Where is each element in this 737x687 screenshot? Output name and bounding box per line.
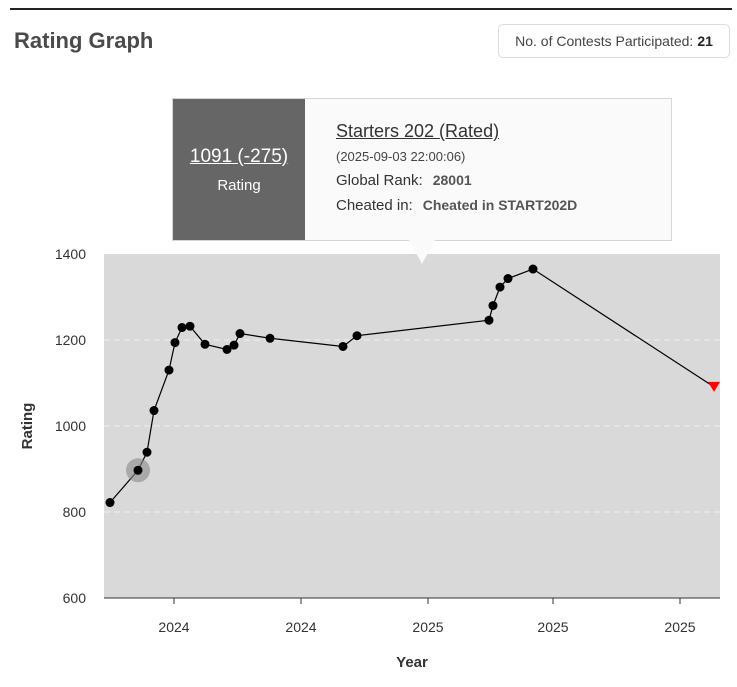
y-tick-label: 1200 [55, 332, 86, 348]
data-point [105, 498, 115, 508]
global-rank-label: Global Rank: [336, 172, 423, 189]
data-point [170, 338, 180, 348]
y-axis: 600 800 1000 1200 1400 [55, 246, 86, 606]
y-tick-label: 1400 [55, 246, 86, 262]
contests-count-badge: No. of Contests Participated: 21 [498, 24, 730, 58]
x-tick-label: 2024 [285, 619, 316, 635]
data-point [235, 329, 245, 339]
x-tick-label: 2024 [158, 619, 189, 635]
y-axis-label: Rating [19, 403, 36, 450]
tooltip-pointer [409, 240, 435, 264]
data-point [265, 333, 275, 343]
x-tick-label: 2025 [537, 619, 568, 635]
global-rank-value: 28001 [432, 172, 472, 188]
x-axis: 2024 2024 2025 2025 2025 [158, 598, 696, 635]
x-axis-label: Year [396, 654, 428, 671]
data-point [488, 301, 498, 311]
tooltip-cheated-row: Cheated in: Cheated in START202D [336, 197, 577, 214]
x-tick-label: 2025 [664, 619, 695, 635]
contests-label: No. of Contests Participated: [515, 33, 694, 49]
data-point [133, 465, 143, 475]
page-title: Rating Graph [14, 28, 154, 53]
cheated-value: Cheated in START202D [422, 197, 578, 213]
tooltip-rating-link[interactable]: 1091 (-275) [189, 145, 289, 167]
data-point [142, 447, 152, 457]
data-point [164, 365, 174, 375]
data-point [352, 331, 362, 341]
y-tick-label: 1000 [55, 418, 86, 434]
data-point [484, 315, 494, 325]
tooltip-contest-date: (2025-09-03 22:00:06) [336, 149, 466, 164]
data-point [338, 341, 348, 351]
gridlines [104, 339, 720, 513]
y-tick-label: 600 [63, 590, 87, 606]
data-point [528, 264, 538, 274]
data-point-latest [708, 381, 720, 392]
data-point [185, 321, 195, 331]
tooltip-global-rank-row: Global Rank: 28001 [336, 172, 577, 189]
contests-count: 21 [697, 33, 713, 49]
data-point [503, 274, 513, 284]
y-tick-label: 800 [63, 504, 87, 520]
data-point [229, 340, 239, 350]
x-tick-label: 2025 [412, 619, 443, 635]
tooltip-details: Starters 202 (Rated) (2025-09-03 22:00:0… [305, 99, 577, 240]
cheated-label: Cheated in: [336, 197, 413, 214]
data-point [149, 406, 159, 416]
contest-tooltip: 1091 (-275) Rating Starters 202 (Rated) … [172, 98, 672, 241]
data-point [495, 282, 505, 292]
top-divider [10, 8, 732, 10]
tooltip-contest-link[interactable]: Starters 202 (Rated) [336, 121, 500, 141]
data-point [222, 344, 232, 354]
tooltip-rating-panel: 1091 (-275) Rating [173, 99, 305, 240]
data-point [177, 323, 187, 333]
rating-series [105, 264, 720, 508]
tooltip-rating-label: Rating [217, 176, 261, 194]
data-point [200, 339, 210, 349]
